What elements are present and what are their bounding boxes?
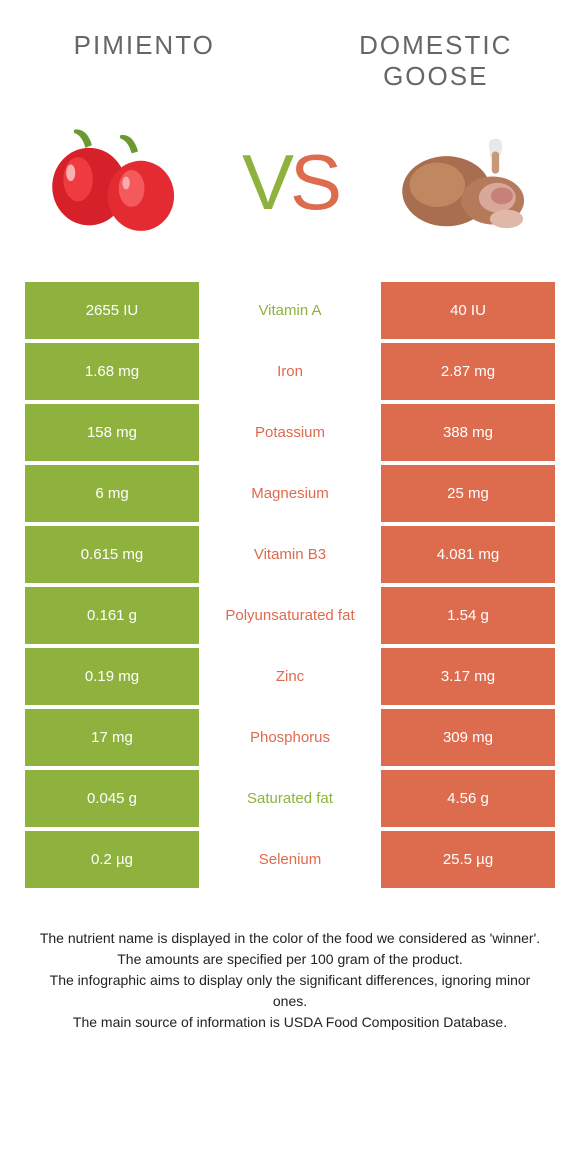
nutrient-label: Vitamin A bbox=[203, 282, 377, 339]
nutrient-table: 2655 IUVitamin A40 IU1.68 mgIron2.87 mg1… bbox=[25, 282, 555, 888]
goose-icon bbox=[385, 117, 545, 247]
table-row: 0.045 gSaturated fat4.56 g bbox=[25, 770, 555, 827]
nutrient-label: Zinc bbox=[203, 648, 377, 705]
right-value: 40 IU bbox=[381, 282, 555, 339]
table-row: 2655 IUVitamin A40 IU bbox=[25, 282, 555, 339]
table-row: 17 mgPhosphorus309 mg bbox=[25, 709, 555, 766]
nutrient-label: Potassium bbox=[203, 404, 377, 461]
images-row: VS bbox=[25, 117, 555, 247]
table-row: 1.68 mgIron2.87 mg bbox=[25, 343, 555, 400]
left-value: 17 mg bbox=[25, 709, 199, 766]
vs-s: S bbox=[290, 138, 338, 226]
nutrient-label: Selenium bbox=[203, 831, 377, 888]
left-title: PIMIENTO bbox=[25, 30, 264, 92]
nutrient-label: Polyunsaturated fat bbox=[203, 587, 377, 644]
right-value: 388 mg bbox=[381, 404, 555, 461]
title-row: PIMIENTO DOMESTIC GOOSE bbox=[25, 30, 555, 92]
nutrient-label: Saturated fat bbox=[203, 770, 377, 827]
table-row: 0.615 mgVitamin B34.081 mg bbox=[25, 526, 555, 583]
left-value: 0.2 µg bbox=[25, 831, 199, 888]
left-value: 2655 IU bbox=[25, 282, 199, 339]
vs-label: VS bbox=[242, 143, 338, 221]
table-row: 158 mgPotassium388 mg bbox=[25, 404, 555, 461]
right-value: 1.54 g bbox=[381, 587, 555, 644]
vs-v: V bbox=[242, 138, 290, 226]
table-row: 6 mgMagnesium25 mg bbox=[25, 465, 555, 522]
pimiento-icon bbox=[35, 117, 195, 247]
table-row: 0.161 gPolyunsaturated fat1.54 g bbox=[25, 587, 555, 644]
left-value: 0.615 mg bbox=[25, 526, 199, 583]
footnote: The nutrient name is displayed in the co… bbox=[25, 928, 555, 1033]
nutrient-label: Phosphorus bbox=[203, 709, 377, 766]
footnote-line: The nutrient name is displayed in the co… bbox=[35, 928, 545, 949]
table-row: 0.2 µgSelenium25.5 µg bbox=[25, 831, 555, 888]
table-row: 0.19 mgZinc3.17 mg bbox=[25, 648, 555, 705]
left-value: 158 mg bbox=[25, 404, 199, 461]
left-value: 0.19 mg bbox=[25, 648, 199, 705]
right-value: 4.081 mg bbox=[381, 526, 555, 583]
nutrient-label: Magnesium bbox=[203, 465, 377, 522]
footnote-line: The amounts are specified per 100 gram o… bbox=[35, 949, 545, 970]
right-value: 4.56 g bbox=[381, 770, 555, 827]
left-value: 6 mg bbox=[25, 465, 199, 522]
nutrient-label: Iron bbox=[203, 343, 377, 400]
left-value: 1.68 mg bbox=[25, 343, 199, 400]
footnote-line: The main source of information is USDA F… bbox=[35, 1012, 545, 1033]
right-value: 3.17 mg bbox=[381, 648, 555, 705]
right-value: 2.87 mg bbox=[381, 343, 555, 400]
right-value: 309 mg bbox=[381, 709, 555, 766]
left-value: 0.045 g bbox=[25, 770, 199, 827]
right-value: 25.5 µg bbox=[381, 831, 555, 888]
nutrient-label: Vitamin B3 bbox=[203, 526, 377, 583]
right-value: 25 mg bbox=[381, 465, 555, 522]
left-value: 0.161 g bbox=[25, 587, 199, 644]
right-title: DOMESTIC GOOSE bbox=[317, 30, 556, 92]
footnote-line: The infographic aims to display only the… bbox=[35, 970, 545, 1012]
